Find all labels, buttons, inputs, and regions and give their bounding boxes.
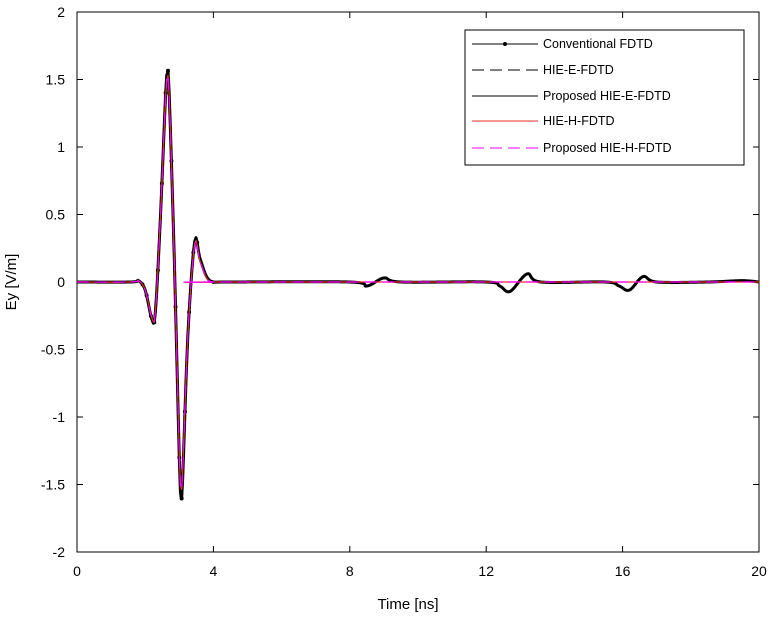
- x-tick-label: 12: [478, 563, 494, 579]
- legend-label-proposed-hie-h-fdtd: Proposed HIE-H-FDTD: [543, 141, 672, 155]
- y-tick-label: 2: [57, 4, 65, 20]
- y-axis-ticks: 2 1.5 1 0.5 0 -0.5 -1 -1.5 -2: [41, 4, 759, 560]
- x-axis-label: Time [ns]: [377, 596, 438, 613]
- x-tick-label: 4: [210, 563, 218, 579]
- legend-entry-hie-e-fdtd: HIE-E-FDTD: [472, 63, 614, 77]
- legend-box: [464, 29, 745, 166]
- y-axis-label: Ey [V/m]: [3, 254, 20, 311]
- x-axis-ticks: 0 4 8 12 16 20: [73, 12, 767, 579]
- x-tick-label: 0: [73, 563, 81, 579]
- legend-entry-proposed-hie-e-fdtd: Proposed HIE-E-FDTD: [472, 89, 671, 103]
- x-tick-label: 16: [615, 563, 631, 579]
- y-tick-label: 0.5: [46, 207, 66, 223]
- x-tick-label: 8: [346, 563, 354, 579]
- y-tick-label: -1: [53, 409, 66, 425]
- y-tick-label: 0: [57, 274, 65, 290]
- legend-entry-proposed-hie-h-fdtd: Proposed HIE-H-FDTD: [472, 141, 672, 155]
- legend: Conventional FDTD HIE-E-FDTD Proposed HI…: [464, 29, 745, 166]
- y-tick-label: 1.5: [46, 72, 66, 88]
- legend-label-hie-h-fdtd: HIE-H-FDTD: [543, 114, 615, 128]
- series-layer: [76, 68, 760, 501]
- x-tick-label: 20: [751, 563, 767, 579]
- series-line-proposed-hie-h-fdtd: [77, 74, 759, 491]
- legend-entry-hie-h-fdtd: HIE-H-FDTD: [472, 114, 615, 128]
- legend-label-conventional-fdtd: Conventional FDTD: [543, 37, 653, 51]
- y-tick-label: -2: [53, 544, 66, 560]
- legend-label-hie-e-fdtd: HIE-E-FDTD: [543, 63, 614, 77]
- y-tick-label: -1.5: [41, 477, 65, 493]
- legend-label-proposed-hie-e-fdtd: Proposed HIE-E-FDTD: [543, 89, 671, 103]
- series-marker-conventional-fdtd: [179, 496, 184, 501]
- series-marker-conventional-fdtd: [166, 68, 170, 73]
- legend-entry-conventional-fdtd: Conventional FDTD: [472, 37, 653, 51]
- y-tick-label: -0.5: [41, 342, 65, 358]
- legend-marker-conventional-fdtd: [503, 42, 507, 46]
- y-tick-label: 1: [57, 139, 65, 155]
